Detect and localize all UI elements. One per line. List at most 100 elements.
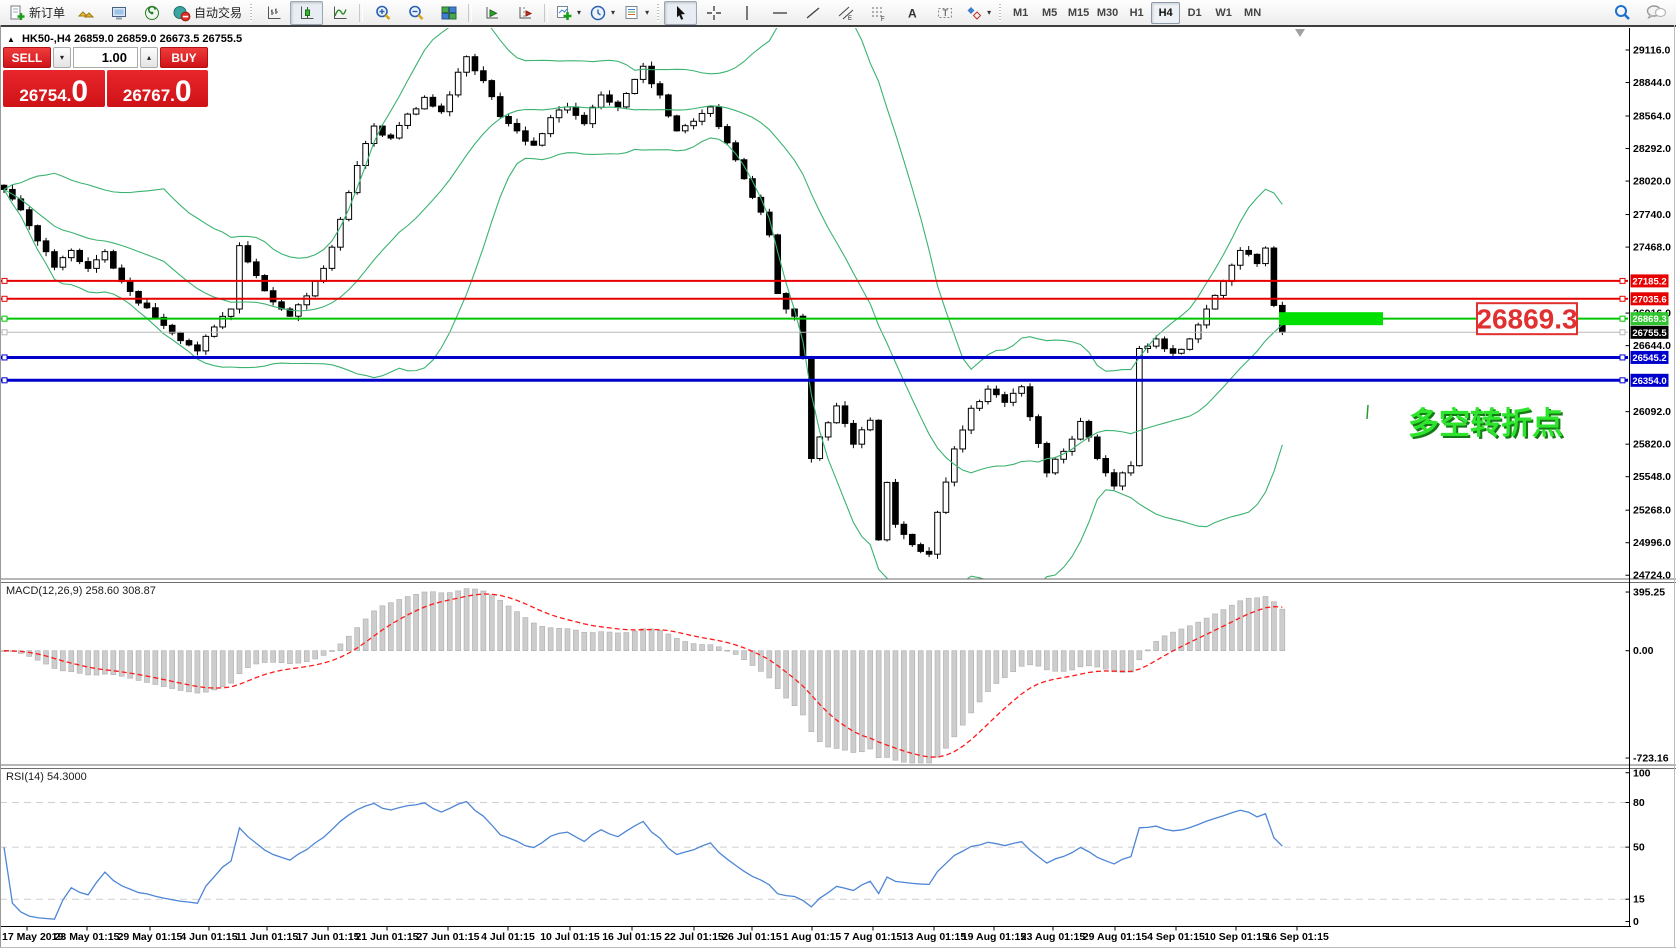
candle-body [942,481,950,513]
small-trendline[interactable] [1366,404,1369,420]
trendline-tool-button[interactable] [796,1,829,25]
line-handle[interactable] [1619,377,1626,384]
price-tag: 26755.5 [1630,325,1669,339]
date-label: 10 Jul 01:15 [540,931,600,943]
line-handle[interactable] [1,315,8,322]
timeframe-m1[interactable]: M1 [1012,6,1029,19]
macd-bar [287,650,293,664]
axis-label: 80 [1633,797,1645,809]
search-button[interactable] [1606,1,1639,25]
timeframe-w1[interactable]: W1 [1215,6,1232,19]
candle-body [782,292,790,310]
crosshair-tool-button[interactable] [697,1,730,25]
axis-label: 25268.0 [1633,505,1671,517]
zoom-out-button[interactable] [399,1,432,25]
toolbar-separator [359,3,364,22]
candle-body [1236,249,1244,266]
date-label: 4 Jul 01:15 [481,931,535,943]
chart-shift-icon [519,6,532,18]
sell-button[interactable]: SELL [3,47,51,68]
text-label-tool-button[interactable]: T [928,1,961,25]
lot-decrease-button[interactable]: ▾ [53,47,71,68]
line-handle[interactable] [1,277,8,284]
indicators-button[interactable]: ▾ [551,1,585,25]
line-handle[interactable] [1619,354,1626,361]
timeframe-group: M1 M5 M15 M30 H1 H4 D1 W1 MN [1006,1,1267,24]
candlestick-mode-button[interactable] [290,0,324,25]
timeframe-m15[interactable]: M15 [1067,6,1090,19]
chart-window[interactable]: ▲ HK50-,H4 26859.0 26859.0 26673.5 26755… [0,25,1676,948]
line-handle[interactable] [1619,277,1626,284]
candle-body [488,80,496,98]
zoom-in-button[interactable] [366,1,399,25]
new-order-button[interactable]: 新订单 [4,1,69,25]
macd-bar [43,650,49,665]
one-click-trade-panel: SELL ▾ 1.00 ▴ BUY 26754 . 0 26767 . 0 [3,47,208,107]
toolbar-grip[interactable] [249,3,255,22]
lot-increase-button[interactable]: ▴ [140,47,158,68]
timeframe-m30[interactable]: M30 [1096,6,1119,19]
line-handle[interactable] [1619,315,1626,322]
candle-body [925,550,933,555]
candle-body [547,117,554,135]
one-click-toggle-icon[interactable]: ▲ [7,35,15,44]
hline-tool-button[interactable] [763,1,796,25]
timeframe-h1[interactable]: H1 [1129,6,1144,19]
price-annotation[interactable]: 26869.3 [1476,302,1578,336]
toolbar-grip[interactable] [656,3,662,22]
candle-body [160,316,168,326]
macd-bar [791,650,798,706]
line-handle[interactable] [1,354,8,361]
candle-body [67,249,75,259]
candle-body [51,251,58,268]
macd-bar [758,650,764,672]
candle-body [1178,348,1185,354]
line-handle[interactable] [1619,329,1626,336]
candle-body [1018,386,1025,394]
candle-body [892,481,899,525]
periods-button[interactable]: ▾ [585,1,619,25]
candle-body [328,246,336,269]
toolbar-grip[interactable] [998,3,1004,22]
chart-shift-marker[interactable] [1295,29,1305,37]
vline-tool-button[interactable] [730,1,763,25]
timeframe-d1[interactable]: D1 [1187,6,1202,19]
line-handle[interactable] [1,329,8,336]
line-handle[interactable] [1,295,8,302]
line-chart-mode-button[interactable] [323,1,356,25]
auto-scroll-button[interactable] [475,1,508,25]
tile-windows-button[interactable] [432,1,465,25]
candle-body [1110,472,1118,487]
fibonacci-tool-button[interactable]: F [862,1,895,25]
bar-chart-mode-button[interactable] [257,1,290,25]
timeframe-m5[interactable]: M5 [1041,6,1058,19]
autotrading-button[interactable]: 自动交易 [168,1,246,25]
buy-button[interactable]: BUY [160,47,208,68]
cursor-tool-button[interactable] [664,0,698,25]
chart-shift-button[interactable] [508,1,541,25]
timeframe-h4[interactable]: H4 [1151,1,1181,24]
macd-bar [203,650,209,693]
candle-body [1077,420,1084,440]
text-tool-button[interactable]: A [895,1,928,25]
market-watch-button[interactable] [69,1,102,25]
candle-body [421,96,428,110]
navigator-button[interactable] [135,1,168,25]
line-handle[interactable] [1,377,8,384]
channel-tool-button[interactable]: E [829,1,862,25]
macd-bar [531,622,537,651]
buy-price-button[interactable]: 26767 . 0 [106,70,208,107]
candle-body [1026,386,1034,418]
candle-body [1127,465,1135,474]
green-highlight-zone[interactable] [1279,312,1383,326]
sell-price-button[interactable]: 26754 . 0 [3,70,105,107]
cn-annotation-text[interactable]: 多空转折点 [1408,406,1563,441]
line-handle[interactable] [1619,295,1626,302]
timeframe-mn[interactable]: MN [1244,6,1262,19]
terminal-button[interactable] [102,1,135,25]
arrows-tool-button[interactable]: ▾ [961,1,995,25]
templates-button[interactable]: ▾ [619,1,653,25]
chat-button[interactable] [1639,1,1672,25]
lot-size-input[interactable]: 1.00 [73,47,138,68]
